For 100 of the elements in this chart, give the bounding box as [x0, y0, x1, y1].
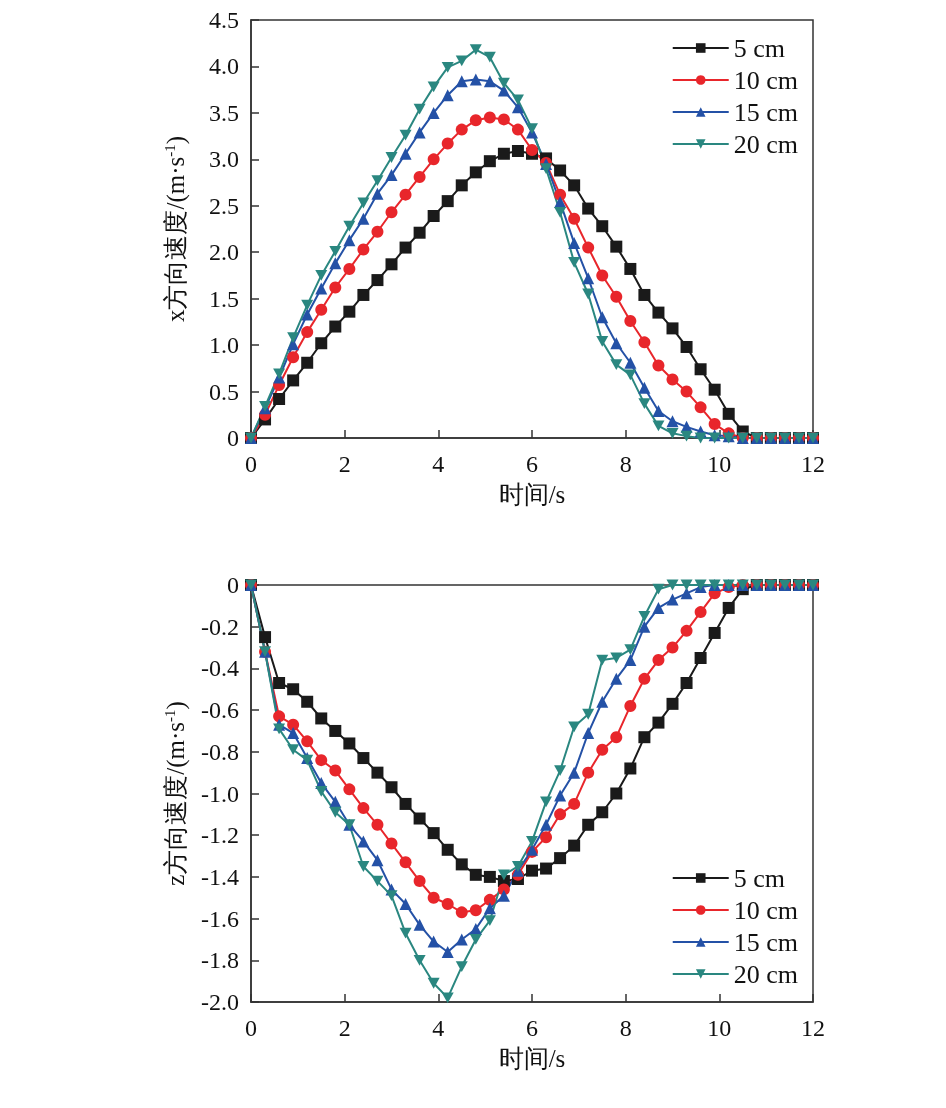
point: [287, 744, 300, 756]
point: [652, 716, 665, 729]
point: [610, 652, 623, 664]
point: [329, 281, 342, 294]
point: [596, 220, 609, 233]
legend-label: 15 cm: [733, 97, 798, 127]
y-tick-label: 0.5: [209, 378, 239, 405]
legend-label: 5 cm: [733, 33, 785, 63]
point: [596, 336, 609, 347]
point: [526, 864, 538, 877]
point: [455, 55, 468, 67]
point: [413, 126, 426, 139]
point: [357, 243, 370, 256]
point: [624, 369, 637, 381]
point: [610, 359, 623, 371]
point: [413, 226, 426, 239]
point: [315, 754, 328, 767]
point: [357, 288, 370, 301]
point: [680, 579, 693, 591]
point: [343, 262, 356, 275]
point: [483, 893, 496, 906]
y-tick-label: 2.5: [209, 192, 239, 219]
x-tick-label: 6: [526, 1015, 538, 1041]
point: [624, 699, 637, 712]
point: [399, 927, 412, 939]
legend-label: 20 cm: [733, 129, 798, 159]
x-axis-title: 时间/s: [498, 481, 566, 508]
point: [582, 818, 595, 831]
point: [343, 783, 356, 796]
y-tick-label: -2.0: [201, 989, 239, 1015]
point: [540, 862, 553, 875]
point: [329, 320, 342, 333]
point: [287, 718, 300, 731]
point: [666, 697, 679, 710]
point: [413, 954, 426, 966]
point: [399, 129, 412, 141]
y-tick-label: 4.5: [209, 7, 239, 33]
point: [582, 727, 595, 740]
point: [554, 164, 567, 177]
point: [610, 787, 623, 800]
point: [315, 786, 328, 797]
point: [455, 179, 468, 192]
y-axis-title: z方向速度/(m·s-1): [161, 701, 190, 886]
y-tick-label: -1.6: [201, 905, 239, 932]
point: [666, 415, 679, 428]
point: [624, 644, 637, 656]
point: [554, 206, 567, 218]
point: [638, 381, 651, 394]
point: [371, 854, 384, 867]
point: [540, 163, 553, 175]
point: [596, 654, 609, 666]
y-tick-label: 0: [227, 572, 239, 598]
point: [399, 241, 412, 254]
y-tick-label: 1.5: [209, 285, 239, 312]
point: [343, 737, 356, 750]
point: [259, 631, 272, 644]
x-tick-label: 12: [801, 1015, 825, 1041]
point: [540, 796, 553, 808]
point: [413, 918, 426, 931]
point: [371, 175, 384, 187]
point: [624, 762, 637, 775]
point: [483, 915, 496, 927]
legend-label: 5 cm: [733, 863, 785, 893]
point: [413, 812, 426, 825]
point: [554, 808, 567, 821]
x-tick-label: 8: [619, 451, 632, 477]
point: [273, 676, 286, 689]
y-tick-label: 4.0: [209, 53, 239, 80]
point: [666, 427, 679, 439]
point: [315, 270, 328, 281]
point: [301, 735, 314, 748]
point: [540, 831, 553, 844]
point: [343, 220, 356, 232]
point: [483, 155, 496, 168]
point: [497, 147, 510, 160]
point: [343, 234, 356, 247]
x-tick-label: 4: [432, 1015, 445, 1041]
point: [596, 269, 609, 282]
point: [427, 977, 440, 989]
point: [680, 624, 693, 637]
point: [455, 858, 468, 871]
point: [568, 257, 581, 268]
point: [385, 258, 398, 271]
point: [455, 75, 468, 88]
point: [441, 898, 454, 910]
point: [301, 695, 314, 708]
point: [483, 902, 496, 915]
point: [455, 933, 468, 946]
point: [399, 188, 412, 201]
point: [399, 147, 412, 160]
point: [441, 61, 454, 73]
point: [455, 123, 468, 136]
point: [315, 337, 328, 350]
point: [301, 356, 314, 369]
point: [357, 197, 370, 209]
y-tick-label: -1.8: [201, 947, 239, 974]
point: [441, 89, 454, 102]
point: [497, 889, 510, 902]
point: [666, 641, 679, 654]
point: [469, 73, 482, 86]
